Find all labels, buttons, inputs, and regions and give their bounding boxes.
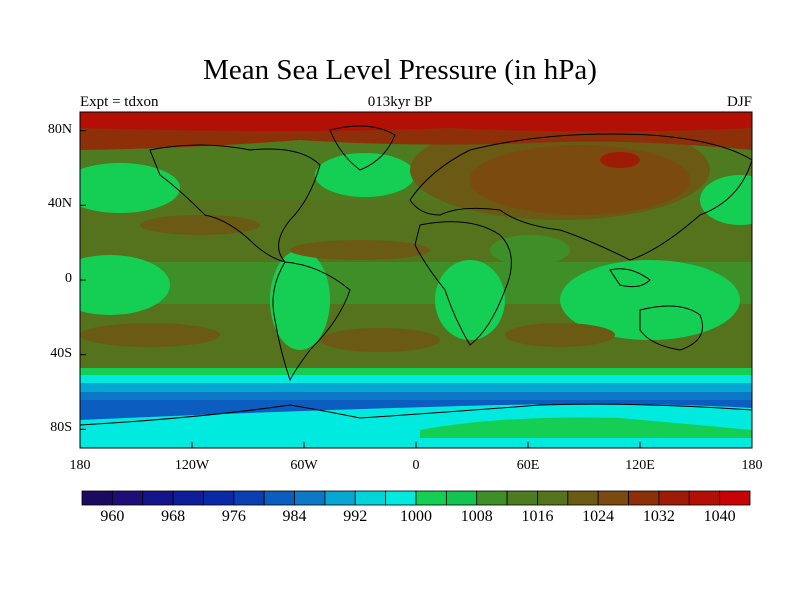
- colorbar-label: 1040: [703, 508, 736, 525]
- lon-tick-label: 120W: [174, 458, 210, 473]
- colorbar-swatch: [415, 490, 447, 506]
- lon-tick-label: 180: [69, 458, 91, 473]
- colorbar-swatch: [294, 490, 326, 506]
- colorbar-swatch: [719, 490, 751, 506]
- lon-tick-label: 120E: [625, 458, 655, 473]
- colorbar-label: 992: [343, 508, 368, 525]
- colorbar-swatch: [354, 490, 387, 506]
- experiment-label: Expt = tdxon: [80, 94, 159, 110]
- axis-ticks: [79, 130, 753, 448]
- lon-tick-label: 0: [412, 458, 420, 473]
- lon-tick-label: 60E: [516, 458, 540, 473]
- colorbar: [81, 490, 751, 506]
- colorbar-swatch: [142, 490, 174, 506]
- colorbar-swatch: [324, 490, 356, 506]
- colorbar-swatch: [658, 490, 690, 506]
- colorbar-label: 976: [221, 508, 246, 525]
- coastlines: [80, 125, 752, 426]
- season-label: DJF: [726, 94, 752, 110]
- colorbar-swatch: [385, 490, 417, 506]
- colorbar-label: 1000: [400, 508, 432, 525]
- colorbar-label: 1008: [460, 508, 493, 525]
- colorbar-label: 984: [282, 508, 307, 525]
- colorbar-swatch: [445, 490, 478, 506]
- lat-tick-label: 80N: [47, 121, 72, 137]
- colorbar-swatch: [172, 490, 204, 506]
- lat-tick-label: 80S: [50, 420, 72, 436]
- lon-tick-label: 60W: [290, 458, 318, 473]
- lat-tick-label: 40N: [47, 196, 72, 212]
- colorbar-label: 960: [100, 508, 125, 525]
- colorbar-swatch: [567, 490, 599, 506]
- colorbar-swatch: [263, 490, 295, 506]
- map-title: Mean Sea Level Pressure (in hPa): [203, 54, 597, 86]
- colorbar-label: 1032: [642, 508, 675, 525]
- colorbar-label: 1016: [521, 508, 554, 525]
- lon-tick-label: 180: [741, 458, 763, 473]
- colorbar-swatch: [233, 490, 265, 506]
- lat-tick-label: 40S: [50, 345, 72, 361]
- pressure-field: [80, 112, 752, 448]
- colorbar-swatch: [506, 490, 538, 506]
- colorbar-label: 968: [161, 508, 186, 525]
- colorbar-swatch: [628, 490, 660, 506]
- colorbar-label: 1024: [582, 508, 615, 525]
- colorbar-swatch: [537, 490, 569, 506]
- colorbar-swatch: [597, 490, 629, 506]
- colorbar-swatch: [81, 490, 113, 506]
- period-label: 013kyr BP: [367, 94, 433, 110]
- colorbar-swatch: [688, 490, 721, 506]
- colorbar-swatch: [203, 490, 235, 506]
- lat-tick-label: 0: [65, 271, 72, 286]
- colorbar-swatch: [476, 490, 508, 506]
- colorbar-swatch: [111, 490, 144, 506]
